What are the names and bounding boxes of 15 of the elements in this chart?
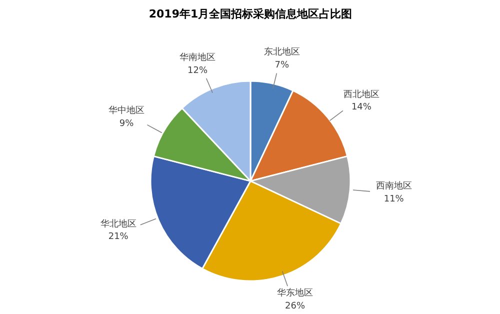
- data-label: 26%: [284, 302, 306, 312]
- data-label: 14%: [351, 102, 372, 113]
- data-label: 12%: [187, 66, 208, 76]
- slice-label: 西南地区: [376, 180, 412, 192]
- data-label: 21%: [108, 232, 129, 242]
- slice-label: 东北地区: [264, 46, 300, 58]
- chart-title: 2019年1月全国招标采购信息地区占比图: [148, 8, 352, 20]
- data-label: 9%: [119, 118, 134, 129]
- slice-label: 华北地区: [100, 218, 136, 230]
- data-label: 11%: [384, 194, 404, 204]
- slice-label: 华东地区: [277, 288, 313, 299]
- data-label: 7%: [274, 60, 290, 70]
- slice-label: 西北地区: [343, 88, 380, 100]
- slice-label: 华南地区: [179, 52, 216, 64]
- slice-label: 华中地区: [108, 104, 145, 116]
